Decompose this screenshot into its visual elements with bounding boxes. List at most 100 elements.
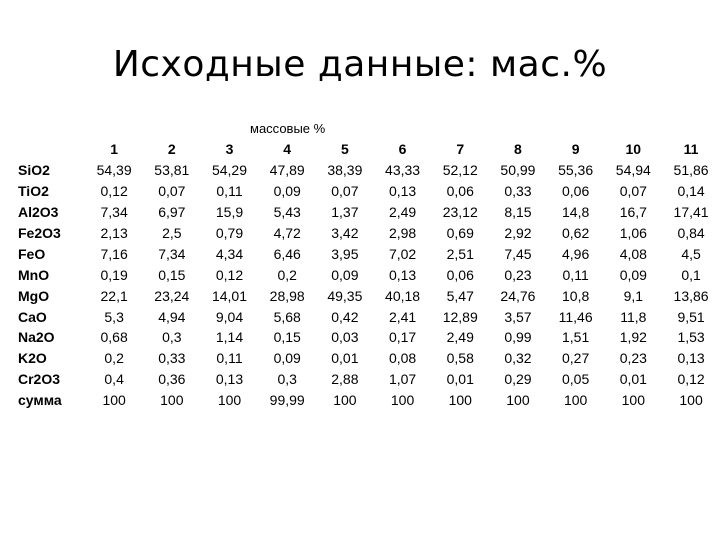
table-cell: 4,72 [273,225,301,241]
table-cell: 50,99 [500,162,536,179]
row-label: Cr2O3 [18,371,61,388]
table-cell: 0,27 [562,350,590,367]
table-cell: 0,68 [100,329,128,346]
table-cell: 0,09 [331,266,359,283]
table-cell: 22,1 [100,287,128,304]
composition-table: 1 2 3 4 5 6 7 8 9 10 11 SiO2 54,39 53,81 54… [18,139,720,411]
table-cell: 54,39 [96,162,132,179]
table-cell: 0,01 [619,371,647,388]
table-cell: 100 [563,392,588,409]
table-cell: 0,58 [446,350,474,367]
table-cell: 0,2 [104,350,124,367]
table-cell: 53,81 [154,162,190,179]
table-cell: 14,01 [211,287,248,304]
table-cell: 0,3 [277,371,297,388]
table-cell: 0,12 [215,266,244,283]
table-cell: 9,04 [215,308,244,325]
row-label: K2O [18,350,47,367]
column-header: 2 [167,141,176,158]
table-cell: 0,09 [619,266,647,283]
table-cell: 51,86 [673,162,709,179]
row-label: сумма [18,392,62,409]
table-header-row: 1 2 3 4 5 6 7 8 9 10 11 [18,139,720,160]
table-cell: 0,23 [504,266,532,283]
table-cell: 0,11 [216,350,243,367]
table-cell: 23,24 [154,287,190,304]
table-cell: 1,37 [331,204,359,221]
table-caption: массовые % [250,121,326,136]
table-cell: 6,97 [158,204,186,221]
column-header: 8 [514,141,522,158]
table-row: MgO 22,1 23,24 14,01 28,98 49,35 40,18 5,47 24,7… [18,285,720,306]
column-header: 6 [398,141,407,158]
table-cell: 0,01 [446,371,474,388]
table-cell: 0,14 [677,183,705,200]
row-label: CaO [18,308,47,325]
table-cell: 0,4 [104,371,124,388]
table-cell: 9,51 [677,308,705,325]
table-cell: 3,95 [331,245,359,262]
table-cell: 100 [390,392,415,409]
table-cell: 6,46 [273,245,301,262]
row-label: Fe2O3 [18,225,61,241]
table-cell: 0,29 [504,371,532,388]
column-header: 7 [456,141,465,158]
table-cell: 0,32 [504,350,532,367]
table-cell: 28,98 [269,287,305,304]
table-cell: 5,47 [446,287,474,304]
table-cell: 0,84 [677,225,705,241]
table-cell: 38,39 [327,162,363,179]
table-cell: 0,07 [619,183,647,200]
table-row: TiO2 0,12 0,07 0,11 0,09 0,07 0,13 0,06 0,33 0,06… [18,181,720,202]
column-header: 3 [225,141,234,158]
table-cell: 0,01 [331,350,359,367]
column-header: 1 [110,141,119,158]
table-cell: 1,07 [388,371,417,388]
table-cell: 0,15 [273,329,301,346]
table-cell: 1,92 [619,329,647,346]
table-cell: 2,41 [388,308,417,325]
table-cell: 7,34 [158,245,186,262]
table-cell: 100 [217,392,242,409]
column-header: 9 [571,141,580,158]
table-row: Al2O3 7,34 6,97 15,9 5,43 1,37 2,49 23,12 8,15 14… [18,202,720,223]
table-cell: 7,02 [388,245,417,262]
table-cell: 2,49 [446,329,474,346]
table-cell: 16,7 [619,204,647,221]
table-cell: 0,19 [100,266,128,283]
table-cell: 0,12 [677,371,705,388]
table-cell: 3,42 [331,225,359,241]
table-cell: 1,14 [215,329,244,346]
row-label: MgO [18,287,50,304]
table-cell: 99,99 [269,392,305,409]
table-cell: 4,34 [215,245,244,262]
table-cell: 0,06 [562,183,590,200]
table-cell: 5,3 [104,308,124,325]
column-header: 11 [683,141,699,158]
table-cell: 54,94 [615,162,651,179]
table-cell: 7,16 [100,245,128,262]
row-label: TiO2 [18,183,49,200]
table-row: K2O 0,2 0,33 0,11 0,09 0,01 0,08 0,58 0,32 0,27 0,… [18,348,720,369]
table-cell: 100 [333,392,357,409]
table-cell: 13,86 [673,287,709,304]
table-cell: 2,49 [388,204,417,221]
table-row: Fe2O3 2,13 2,5 0,79 4,72 3,42 2,98 0,69 2,92 0,62… [18,223,720,244]
table-cell: 10,8 [562,287,590,304]
table-cell: 100 [102,392,126,409]
table-cell: 24,76 [500,287,536,304]
table-cell: 8,15 [504,204,532,221]
table-cell: 0,05 [562,371,590,388]
table-cell: 55,36 [558,162,594,179]
table-cell: 0,33 [158,350,186,367]
table-cell: 0,42 [331,308,359,325]
table-cell: 43,33 [385,162,421,179]
table-cell: 0,12 [100,183,128,200]
table-cell: 0,09 [273,183,301,200]
table-cell: 23,12 [442,204,478,221]
page-title: Исходные данные: мас.% [112,44,608,85]
table-cell: 7,34 [100,204,128,221]
table-cell: 52,12 [442,162,478,179]
table-cell: 4,08 [619,245,647,262]
table-cell: 0,15 [158,266,186,283]
